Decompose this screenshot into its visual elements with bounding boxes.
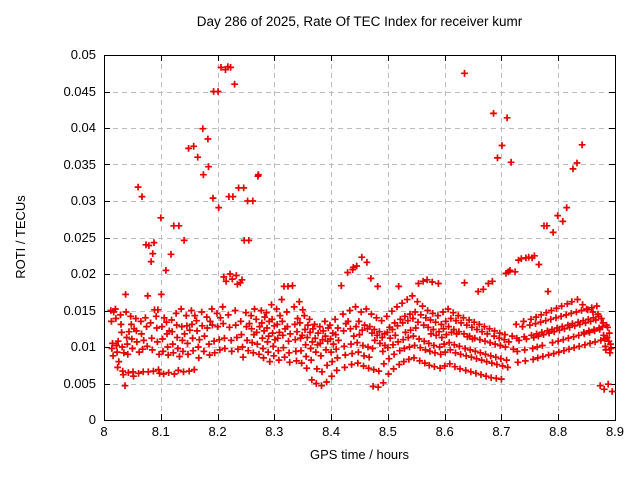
data-points xyxy=(107,63,616,395)
chart-title: Day 286 of 2025, Rate Of TEC Index for r… xyxy=(196,14,523,29)
x-tick-label: 8.3 xyxy=(265,424,284,439)
y-tick-label: 0 xyxy=(88,412,96,427)
axis-ticks xyxy=(104,55,616,421)
y-tick-label: 0.02 xyxy=(70,266,96,281)
x-tick-label: 8.8 xyxy=(549,424,568,439)
y-tick-label: 0.005 xyxy=(63,375,96,391)
y-tick-label: 0.01 xyxy=(70,339,96,354)
x-tick-label: 8.4 xyxy=(322,424,341,439)
x-tick-label: 8.1 xyxy=(151,424,170,439)
x-tick-label: 8.6 xyxy=(435,424,454,439)
y-tick-label: 0.045 xyxy=(63,83,96,99)
y-tick-label: 0.05 xyxy=(70,47,96,62)
y-tick-label: 0.025 xyxy=(63,229,96,245)
y-tick-label: 0.04 xyxy=(70,120,96,135)
x-tick-label: 8.7 xyxy=(492,424,511,439)
y-tick-label: 0.015 xyxy=(63,302,96,318)
x-tick-label: 8.2 xyxy=(208,424,227,439)
grid-lines xyxy=(104,55,615,420)
x-tick-label: 8 xyxy=(100,424,108,439)
y-tick-label: 0.035 xyxy=(63,156,96,172)
x-tick-label: 8.9 xyxy=(605,424,625,439)
x-tick-label: 8.5 xyxy=(378,424,397,439)
y-tick-label: 0.03 xyxy=(70,193,96,208)
x-axis-label: GPS time / hours xyxy=(310,447,409,462)
